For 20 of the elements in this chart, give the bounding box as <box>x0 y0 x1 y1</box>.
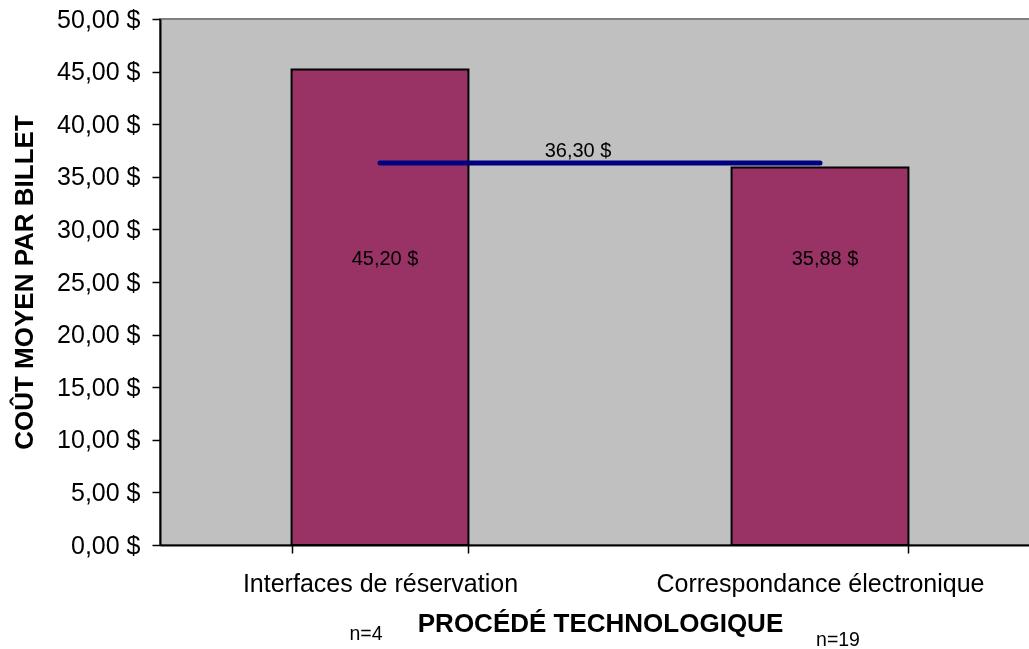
data-label: 45,20 $ <box>351 247 419 269</box>
x-tick-label: Correspondance électronique <box>656 568 985 597</box>
data-label: 35,88 $ <box>791 247 859 269</box>
annotation: 36,30 $ <box>544 139 612 162</box>
y-tick-label: 45,00 $ <box>57 57 141 86</box>
x-tick-label: Interfaces de réservation <box>242 568 519 597</box>
y-tick-label: 10,00 $ <box>57 425 141 454</box>
y-tick-label: 35,00 $ <box>57 162 141 191</box>
text: n=4 <box>349 622 383 644</box>
y-axis-title: COÛT MOYEN PAR BILLET <box>8 115 39 450</box>
y-tick-label: 30,00 $ <box>57 214 141 243</box>
y-tick-label: 0,00 $ <box>70 530 141 559</box>
text: n=19 <box>816 628 860 649</box>
y-tick-label: 25,00 $ <box>57 267 141 296</box>
y-tick-label: 15,00 $ <box>57 372 141 401</box>
x-axis-title: PROCÉDÉ TECHNOLOGIQUE <box>417 607 784 638</box>
y-tick-label: 40,00 $ <box>57 109 141 138</box>
y-tick-label: 20,00 $ <box>57 320 141 349</box>
y-tick-label: 5,00 $ <box>70 477 141 506</box>
y-tick-label: 50,00 $ <box>57 4 141 33</box>
